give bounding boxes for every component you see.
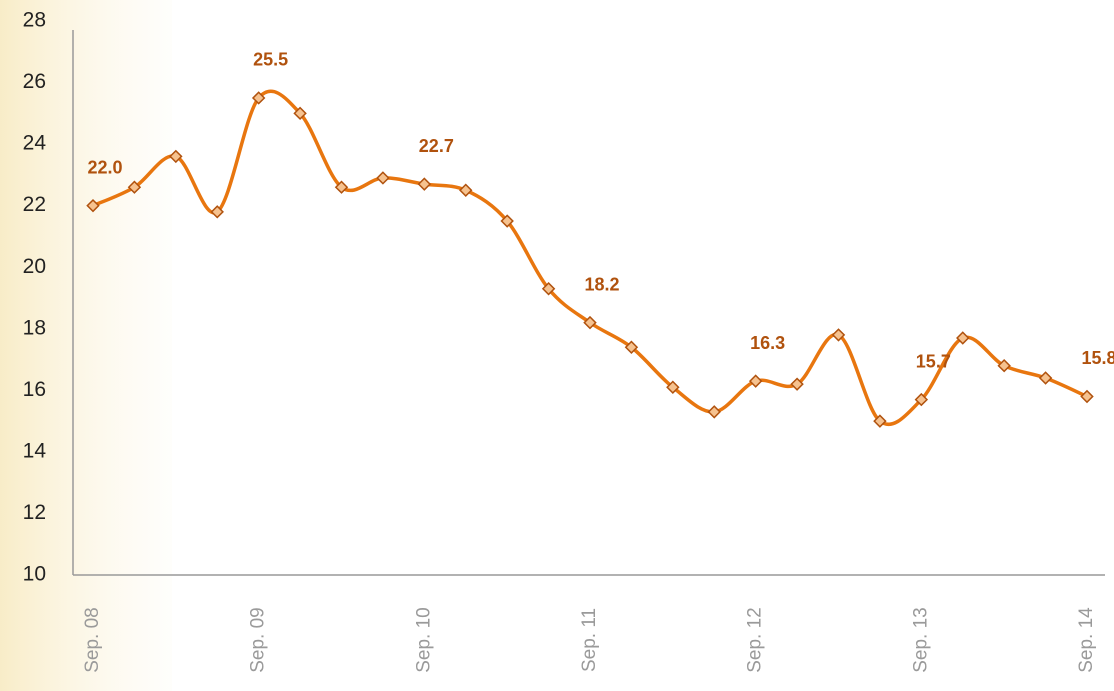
y-tick-label: 18 <box>23 316 46 339</box>
data-label: 22.7 <box>419 136 454 156</box>
y-tick-label: 22 <box>23 193 46 216</box>
y-tick-label: 26 <box>23 70 46 93</box>
background-decoration <box>0 0 172 691</box>
data-label: 25.5 <box>253 50 288 70</box>
y-tick-label: 20 <box>23 255 46 278</box>
x-tick-label: Sep. 10 <box>413 607 434 673</box>
chart: 10 12 14 16 18 20 22 24 26 28 Sep. 08 Sep. 09 Sep. 1… <box>0 0 1114 691</box>
data-label: 22.0 <box>87 157 122 177</box>
data-label: 16.3 <box>750 333 785 353</box>
x-tick-label: Sep. 11 <box>579 608 600 672</box>
data-label: 18.2 <box>584 274 619 294</box>
marker <box>1081 391 1092 402</box>
y-tick-label: 10 <box>23 563 46 586</box>
y-tick-label: 14 <box>23 439 47 462</box>
x-tick-label: Sep. 14 <box>1076 607 1097 673</box>
y-tick-label: 12 <box>23 501 46 524</box>
y-tick-label: 28 <box>23 9 46 32</box>
data-label: 15.8 <box>1081 348 1114 368</box>
x-tick-label: Sep. 13 <box>910 607 931 673</box>
marker <box>419 178 430 189</box>
x-tick-label: Sep. 08 <box>82 607 103 673</box>
y-tick-label: 16 <box>23 378 46 401</box>
line <box>93 91 1087 424</box>
marker <box>377 172 388 183</box>
marker <box>709 406 720 417</box>
x-tick-label: Sep. 12 <box>745 607 766 673</box>
x-tick-label: Sep. 09 <box>248 607 269 673</box>
marker <box>460 185 471 196</box>
marker <box>1040 372 1051 383</box>
data-label: 15.7 <box>916 351 951 371</box>
y-tick-label: 24 <box>23 132 47 155</box>
